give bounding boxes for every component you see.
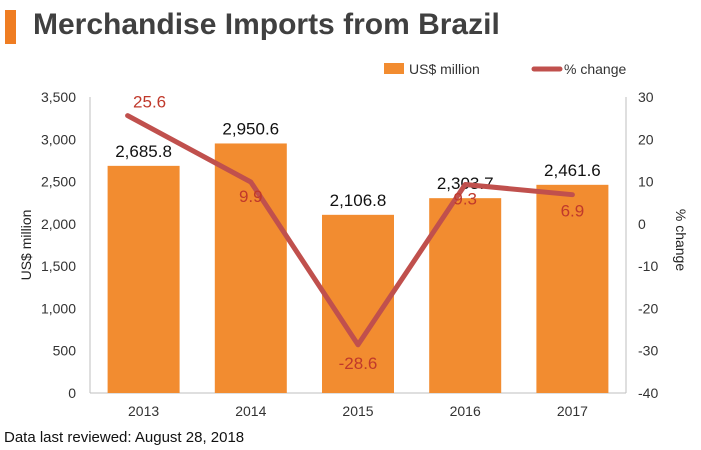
- y2-tick-label: -10: [638, 258, 658, 274]
- y-tick-label: 2,500: [41, 174, 76, 190]
- x-tick-label: 2013: [128, 403, 159, 419]
- pct-change-line: [125, 113, 575, 348]
- x-tick-label: 2015: [342, 403, 373, 419]
- y-tick-label: 3,500: [41, 89, 76, 105]
- y2-axis-title: % change: [673, 209, 689, 271]
- y2-tick-label: -40: [638, 385, 658, 401]
- y2-tick-label: -30: [638, 343, 658, 359]
- y2-tick-label: 30: [638, 89, 654, 105]
- bar-data-label: 2,461.6: [544, 161, 601, 180]
- footer-note: Data last reviewed: August 28, 2018: [4, 429, 245, 446]
- chart-title: Merchandise Imports from Brazil: [33, 8, 500, 41]
- legend-label-bar: US$ million: [409, 61, 480, 77]
- title-accent-bar: [5, 10, 16, 44]
- pct-data-label: 6.9: [561, 202, 585, 221]
- bar-data-label: 2,685.8: [115, 142, 172, 161]
- pct-data-label: 9.3: [453, 190, 477, 209]
- bar-data-label: 2,950.6: [222, 119, 279, 138]
- x-tick-label: 2014: [235, 403, 266, 419]
- y-tick-label: 1,000: [41, 300, 76, 316]
- pct-data-label: 9.9: [239, 187, 263, 206]
- y2-tick-label: -20: [638, 300, 658, 316]
- bar: [107, 165, 180, 393]
- y2-tick-label: 10: [638, 174, 654, 190]
- y-axis-title: US$ million: [18, 210, 34, 281]
- y2-tick-label: 20: [638, 131, 654, 147]
- y-tick-label: 1,500: [41, 258, 76, 274]
- pct-data-label: 25.6: [133, 93, 166, 112]
- bar-data-label: 2,106.8: [330, 191, 387, 210]
- y-tick-label: 2,000: [41, 216, 76, 232]
- pct-data-label: -28.6: [339, 354, 378, 373]
- y2-tick-label: 0: [638, 216, 646, 232]
- bar: [429, 198, 502, 393]
- y-tick-label: 3,000: [41, 131, 76, 147]
- y-tick-label: 0: [68, 385, 76, 401]
- legend-swatch-bar: [384, 63, 404, 74]
- legend-label-line: % change: [564, 61, 626, 77]
- y-tick-label: 500: [53, 343, 77, 359]
- x-tick-label: 2017: [557, 403, 588, 419]
- x-tick-label: 2016: [450, 403, 481, 419]
- bar: [536, 184, 609, 393]
